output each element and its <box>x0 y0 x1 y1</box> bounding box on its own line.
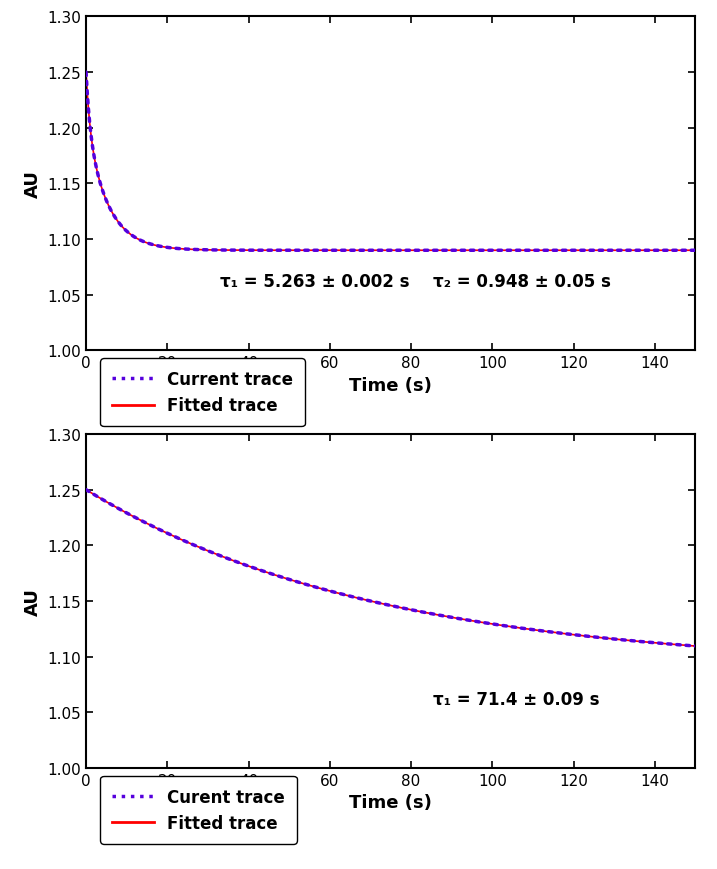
Text: τ₂ = 0.948 ± 0.05 s: τ₂ = 0.948 ± 0.05 s <box>433 273 612 291</box>
Y-axis label: AU: AU <box>24 170 42 198</box>
X-axis label: Time (s): Time (s) <box>349 376 432 395</box>
Legend: Curent trace, Fitted trace: Curent trace, Fitted trace <box>100 776 297 844</box>
Y-axis label: AU: AU <box>24 587 42 615</box>
Legend: Current trace, Fitted trace: Current trace, Fitted trace <box>100 359 305 427</box>
Text: τ₁ = 5.263 ± 0.002 s: τ₁ = 5.263 ± 0.002 s <box>220 273 409 291</box>
Text: τ₁ = 71.4 ± 0.09 s: τ₁ = 71.4 ± 0.09 s <box>433 690 600 708</box>
X-axis label: Time (s): Time (s) <box>349 793 432 812</box>
